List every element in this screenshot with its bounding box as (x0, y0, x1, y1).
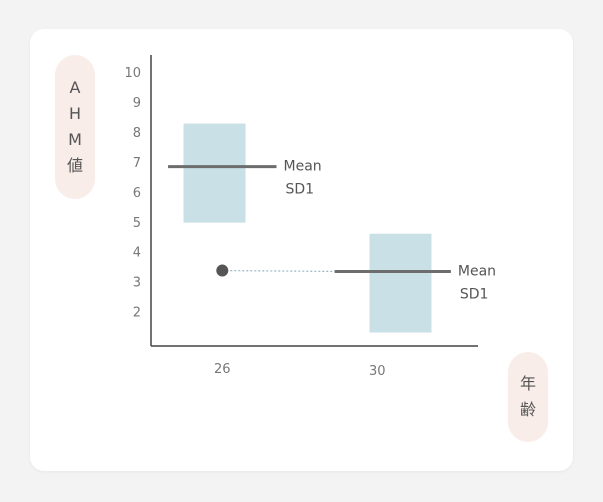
y-axis-label: A H M 値 (55, 55, 95, 199)
y-tick-label: 5 (133, 216, 141, 231)
mean-label: Mean (458, 263, 496, 279)
connector-line (222, 269, 335, 273)
y-tick-label: 4 (133, 246, 141, 261)
sd-box-1 (183, 123, 246, 223)
y-label-char: M (68, 130, 82, 149)
mean-label: Mean (284, 159, 322, 175)
y-tick-label: 3 (133, 276, 141, 291)
y-label-char: A (69, 78, 81, 97)
chart-card (30, 29, 573, 471)
y-tick-label: 7 (133, 156, 141, 171)
sd-label: SD1 (460, 286, 489, 302)
x-tick-label: 26 (214, 362, 231, 377)
y-label-char: H (68, 104, 82, 123)
y-tick-label: 8 (133, 126, 141, 141)
x-label-char: 齢 (519, 400, 536, 419)
x-label-char: 年 (519, 374, 536, 393)
y-tick-label: 10 (124, 66, 141, 81)
y-tick-label: 2 (133, 306, 141, 321)
data-point (216, 264, 229, 277)
x-axis-label: 年 齢 (508, 352, 548, 442)
y-label-char: 値 (66, 156, 83, 175)
x-tick-label: 30 (369, 364, 386, 379)
y-tick-label: 9 (133, 96, 141, 111)
sd-box-2 (369, 233, 432, 333)
sd-label: SD1 (286, 182, 315, 198)
y-tick-label: 6 (133, 186, 141, 201)
